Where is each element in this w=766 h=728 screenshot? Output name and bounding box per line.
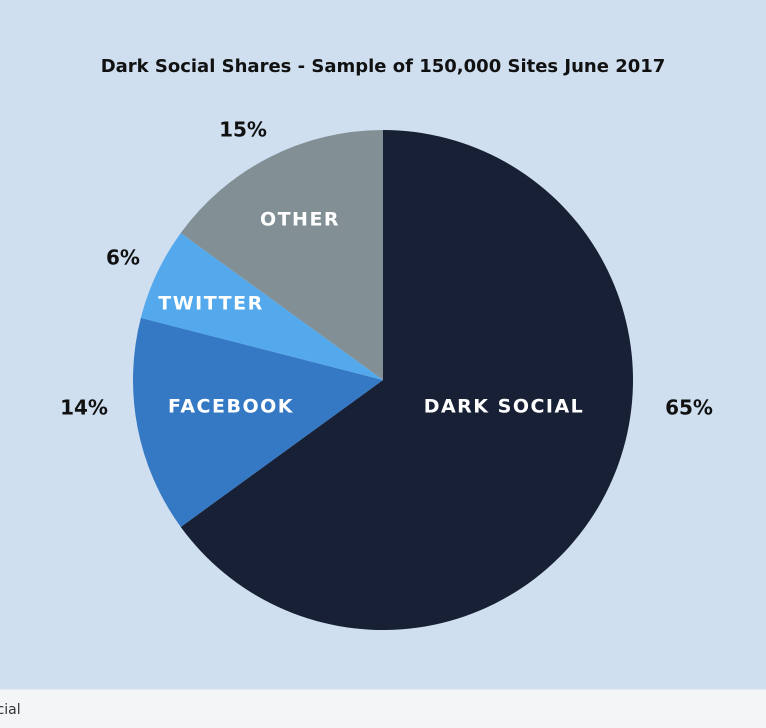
slice-label-dark-social: DARK SOCIAL (424, 396, 585, 418)
pct-label-facebook: 14% (60, 396, 108, 420)
slice-label-other: OTHER (260, 209, 340, 231)
pie-slice-facebook (133, 317, 383, 527)
pct-label-dark-social: 65% (665, 396, 713, 420)
pie-slice-dark-social (180, 130, 633, 631)
pie-slice-other (180, 130, 383, 380)
slice-label-twitter: TWITTER (158, 293, 263, 315)
pct-label-other: 15% (219, 118, 267, 142)
slice-label-facebook: FACEBOOK (168, 396, 294, 418)
pie-chart: DARK SOCIAL 65% FACEBOOK 14% TWITTER 6% OTHER 1… (60, 118, 713, 631)
chart-panel: Dark Social Shares - Sample of 150,000 S… (0, 0, 766, 689)
caption-text: ocial (0, 702, 21, 718)
pie-slice-twitter (140, 233, 383, 380)
chart-title: Dark Social Shares - Sample of 150,000 S… (100, 56, 666, 77)
caption-strip: ocial (0, 689, 766, 728)
pct-label-twitter: 6% (106, 246, 140, 270)
